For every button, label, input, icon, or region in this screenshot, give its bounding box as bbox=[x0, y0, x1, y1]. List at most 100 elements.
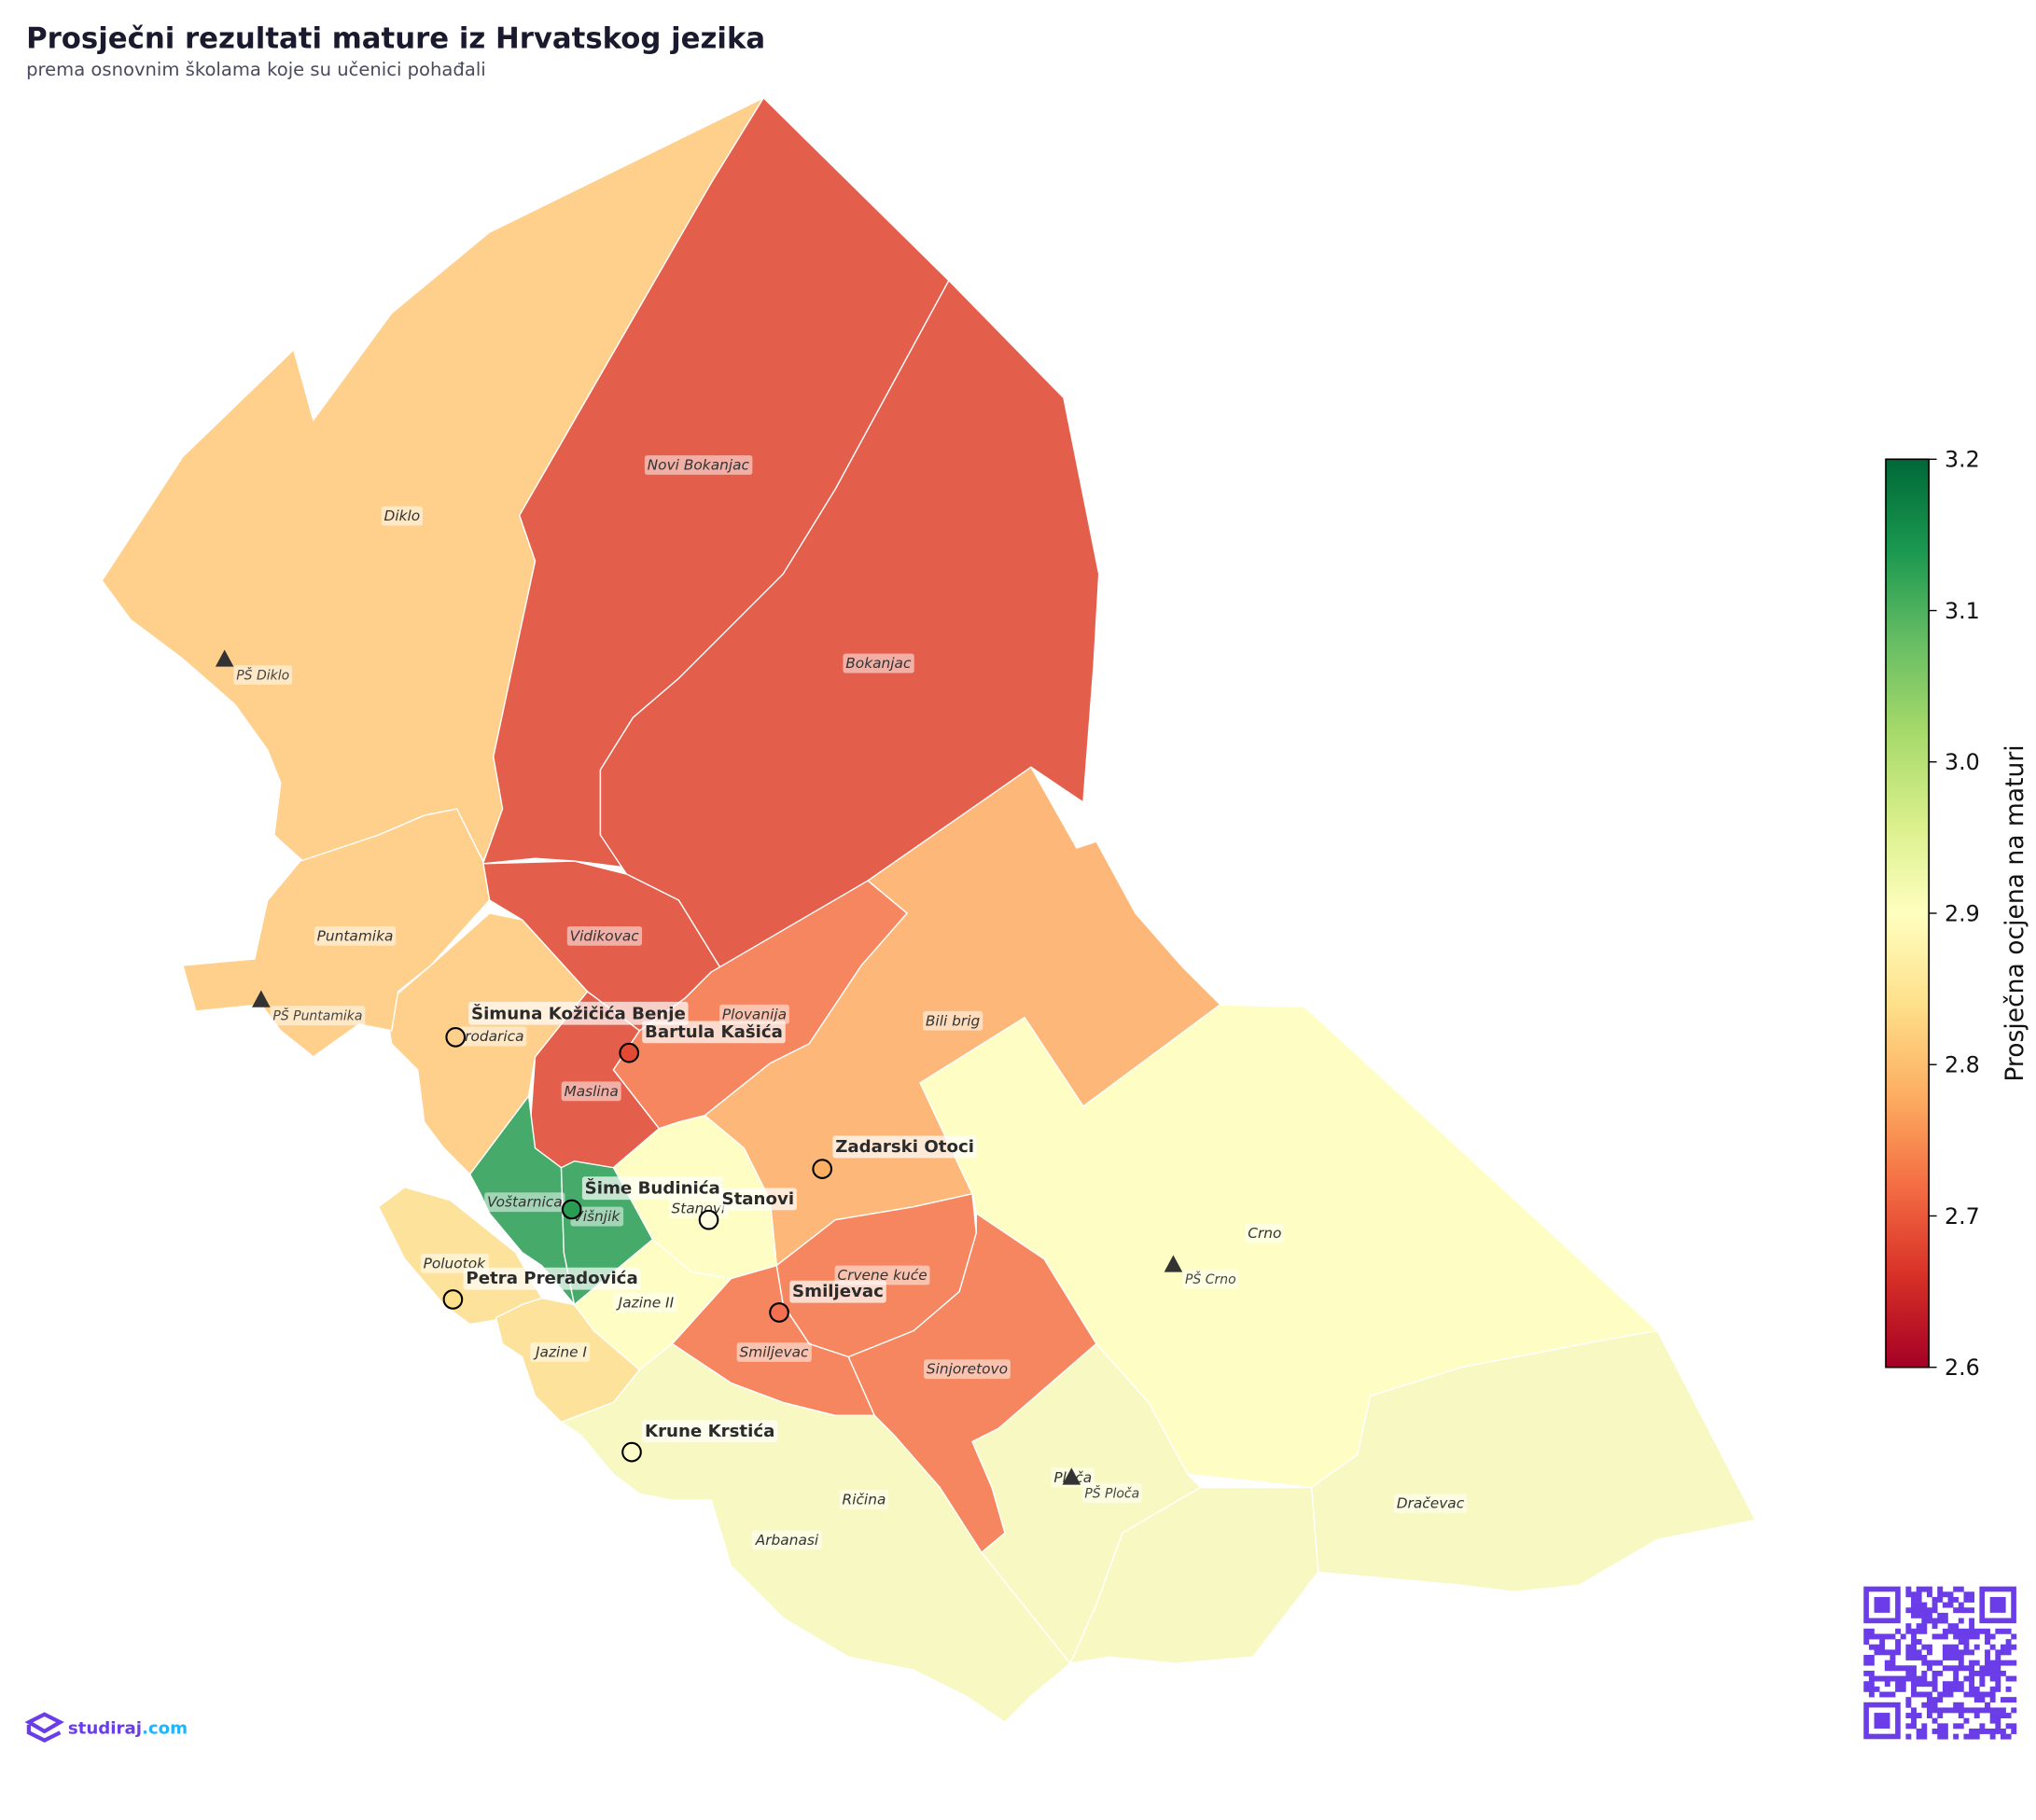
region-label: Diklo bbox=[384, 507, 421, 524]
region-label: Brodarica bbox=[455, 1028, 524, 1045]
school-circle-icon bbox=[561, 1199, 582, 1220]
label-background bbox=[1245, 1223, 1285, 1243]
school-label: Krune Krstića bbox=[645, 1422, 774, 1441]
school-circle-icon bbox=[698, 1209, 719, 1230]
region-arbanasi[interactable] bbox=[1068, 1486, 1319, 1665]
label-background bbox=[468, 1001, 689, 1025]
region-label: Novi Bokanjac bbox=[648, 456, 750, 473]
logo-mark-icon bbox=[24, 1712, 64, 1744]
page-title: Prosječni rezultati mature iz Hrvatskog … bbox=[26, 22, 765, 56]
label-background bbox=[570, 1206, 624, 1227]
satellite-school-label: PŠ Ploča bbox=[1084, 1485, 1139, 1502]
label-background bbox=[834, 1265, 930, 1285]
school-label: Šime Budinića bbox=[585, 1178, 720, 1199]
school-circle-icon bbox=[619, 1042, 640, 1063]
label-background bbox=[642, 1420, 778, 1443]
school-marker[interactable]: Stanovi bbox=[698, 1188, 797, 1230]
school-circle-icon bbox=[621, 1441, 642, 1463]
school-label: Zadarski Otoci bbox=[835, 1137, 974, 1157]
label-background bbox=[270, 1006, 366, 1026]
school-label: Stanovi bbox=[722, 1189, 795, 1209]
school-marker[interactable]: Šime Budinića bbox=[561, 1176, 723, 1220]
triangle-marker-icon bbox=[1164, 1255, 1183, 1272]
label-background bbox=[832, 1135, 977, 1159]
label-background bbox=[642, 1021, 786, 1044]
region-label: Maslina bbox=[564, 1083, 618, 1100]
school-marker[interactable]: Smiljevac bbox=[769, 1280, 886, 1323]
regions bbox=[101, 96, 1757, 1724]
satellite-school-label: PŠ Crno bbox=[1185, 1271, 1236, 1287]
label-background bbox=[924, 1359, 1011, 1380]
school-marker[interactable]: Krune Krstića bbox=[621, 1420, 778, 1463]
school-label: Petra Preradovića bbox=[466, 1269, 637, 1288]
region-label: Ričina bbox=[843, 1492, 886, 1508]
label-background bbox=[463, 1267, 641, 1290]
label-background bbox=[839, 1490, 889, 1509]
satellite-school[interactable]: PŠ Diklo bbox=[215, 649, 292, 686]
region-label: Vidikovac bbox=[570, 927, 640, 944]
label-background bbox=[1182, 1269, 1239, 1289]
triangle-marker-icon bbox=[1062, 1467, 1081, 1485]
label-background bbox=[612, 1292, 677, 1313]
label-background bbox=[719, 1004, 789, 1024]
label-background bbox=[530, 1342, 591, 1362]
region-label: Smiljevac bbox=[739, 1344, 809, 1361]
label-background bbox=[484, 1192, 565, 1213]
region-label: Voštarnica bbox=[487, 1194, 563, 1211]
label-background bbox=[718, 1188, 797, 1211]
school-circle-icon bbox=[769, 1302, 789, 1323]
colorbar-tick-label: 2.7 bbox=[1945, 1203, 1980, 1230]
satellite-school-label: PŠ Puntamika bbox=[272, 1007, 362, 1024]
triangle-marker-icon bbox=[215, 649, 234, 667]
region-labels: Diklo Novi Bokanjac Bokanjac Vidikovac M… bbox=[314, 455, 1468, 1550]
label-background bbox=[566, 925, 643, 946]
colorbar-tick-label: 2.9 bbox=[1945, 900, 1980, 926]
school-marker[interactable]: Šimuna Kožičića Benje bbox=[445, 1001, 689, 1048]
region-label: Arbanasi bbox=[755, 1532, 819, 1549]
colorbar-tick-label: 3.2 bbox=[1945, 447, 1980, 473]
label-background bbox=[923, 1010, 983, 1031]
label-background bbox=[644, 455, 753, 475]
school-marker[interactable]: Bartula Kašića bbox=[619, 1021, 786, 1063]
logo-text: studiraj.com bbox=[68, 1719, 188, 1739]
region-label: Jazine I bbox=[533, 1344, 587, 1361]
label-background bbox=[381, 506, 424, 526]
region-label: Sinjoretovo bbox=[927, 1361, 1008, 1378]
page-subtitle: prema osnovnim školama koje su učenici p… bbox=[26, 59, 486, 80]
colorbar-tick-label: 2.8 bbox=[1945, 1052, 1980, 1078]
school-marker[interactable]: Zadarski Otoci bbox=[812, 1135, 977, 1179]
colorbar-tick-label: 3.1 bbox=[1945, 598, 1980, 624]
label-background bbox=[561, 1081, 621, 1102]
region-label: Crno bbox=[1248, 1225, 1281, 1242]
label-background bbox=[314, 925, 397, 946]
region-label: Stanovi bbox=[671, 1201, 725, 1217]
label-background bbox=[736, 1342, 812, 1362]
satellite-schools: PŠ Diklo PŠ Puntamika PŠ Crno PŠ Ploča bbox=[215, 649, 1239, 1503]
school-circle-icon bbox=[445, 1027, 467, 1048]
school-circle-icon bbox=[442, 1289, 464, 1310]
region-label: Bili brig bbox=[926, 1012, 981, 1029]
school-circle-icon bbox=[812, 1159, 833, 1179]
colorbar-label: Prosječna ocjena na maturi bbox=[2001, 744, 2029, 1081]
studiraj-logo[interactable]: studiraj.com bbox=[24, 1712, 188, 1744]
region-label: Puntamika bbox=[317, 927, 394, 944]
region-label: Višnjik bbox=[573, 1208, 621, 1225]
label-background bbox=[751, 1530, 822, 1550]
school-label: Bartula Kašića bbox=[645, 1022, 783, 1042]
label-background bbox=[581, 1176, 723, 1201]
satellite-school[interactable]: PŠ Ploča bbox=[1062, 1467, 1142, 1503]
satellite-school[interactable]: PŠ Puntamika bbox=[252, 990, 366, 1026]
school-marker[interactable]: Petra Preradovića bbox=[442, 1267, 641, 1310]
satellite-school-label: PŠ Diklo bbox=[236, 667, 289, 684]
colorbar-tick-label: 3.0 bbox=[1945, 749, 1980, 775]
satellite-school[interactable]: PŠ Crno bbox=[1164, 1255, 1239, 1289]
qr-code[interactable] bbox=[1863, 1586, 2017, 1740]
label-background bbox=[843, 653, 914, 674]
colorbar: Prosječna ocjena na maturi 3.2 3.1 3.0 2.9 2… bbox=[1885, 447, 2029, 1381]
region-label: Plovanija bbox=[722, 1006, 787, 1022]
region-label: Dračevac bbox=[1397, 1495, 1465, 1512]
triangle-marker-icon bbox=[252, 990, 271, 1007]
label-background bbox=[1393, 1494, 1468, 1514]
